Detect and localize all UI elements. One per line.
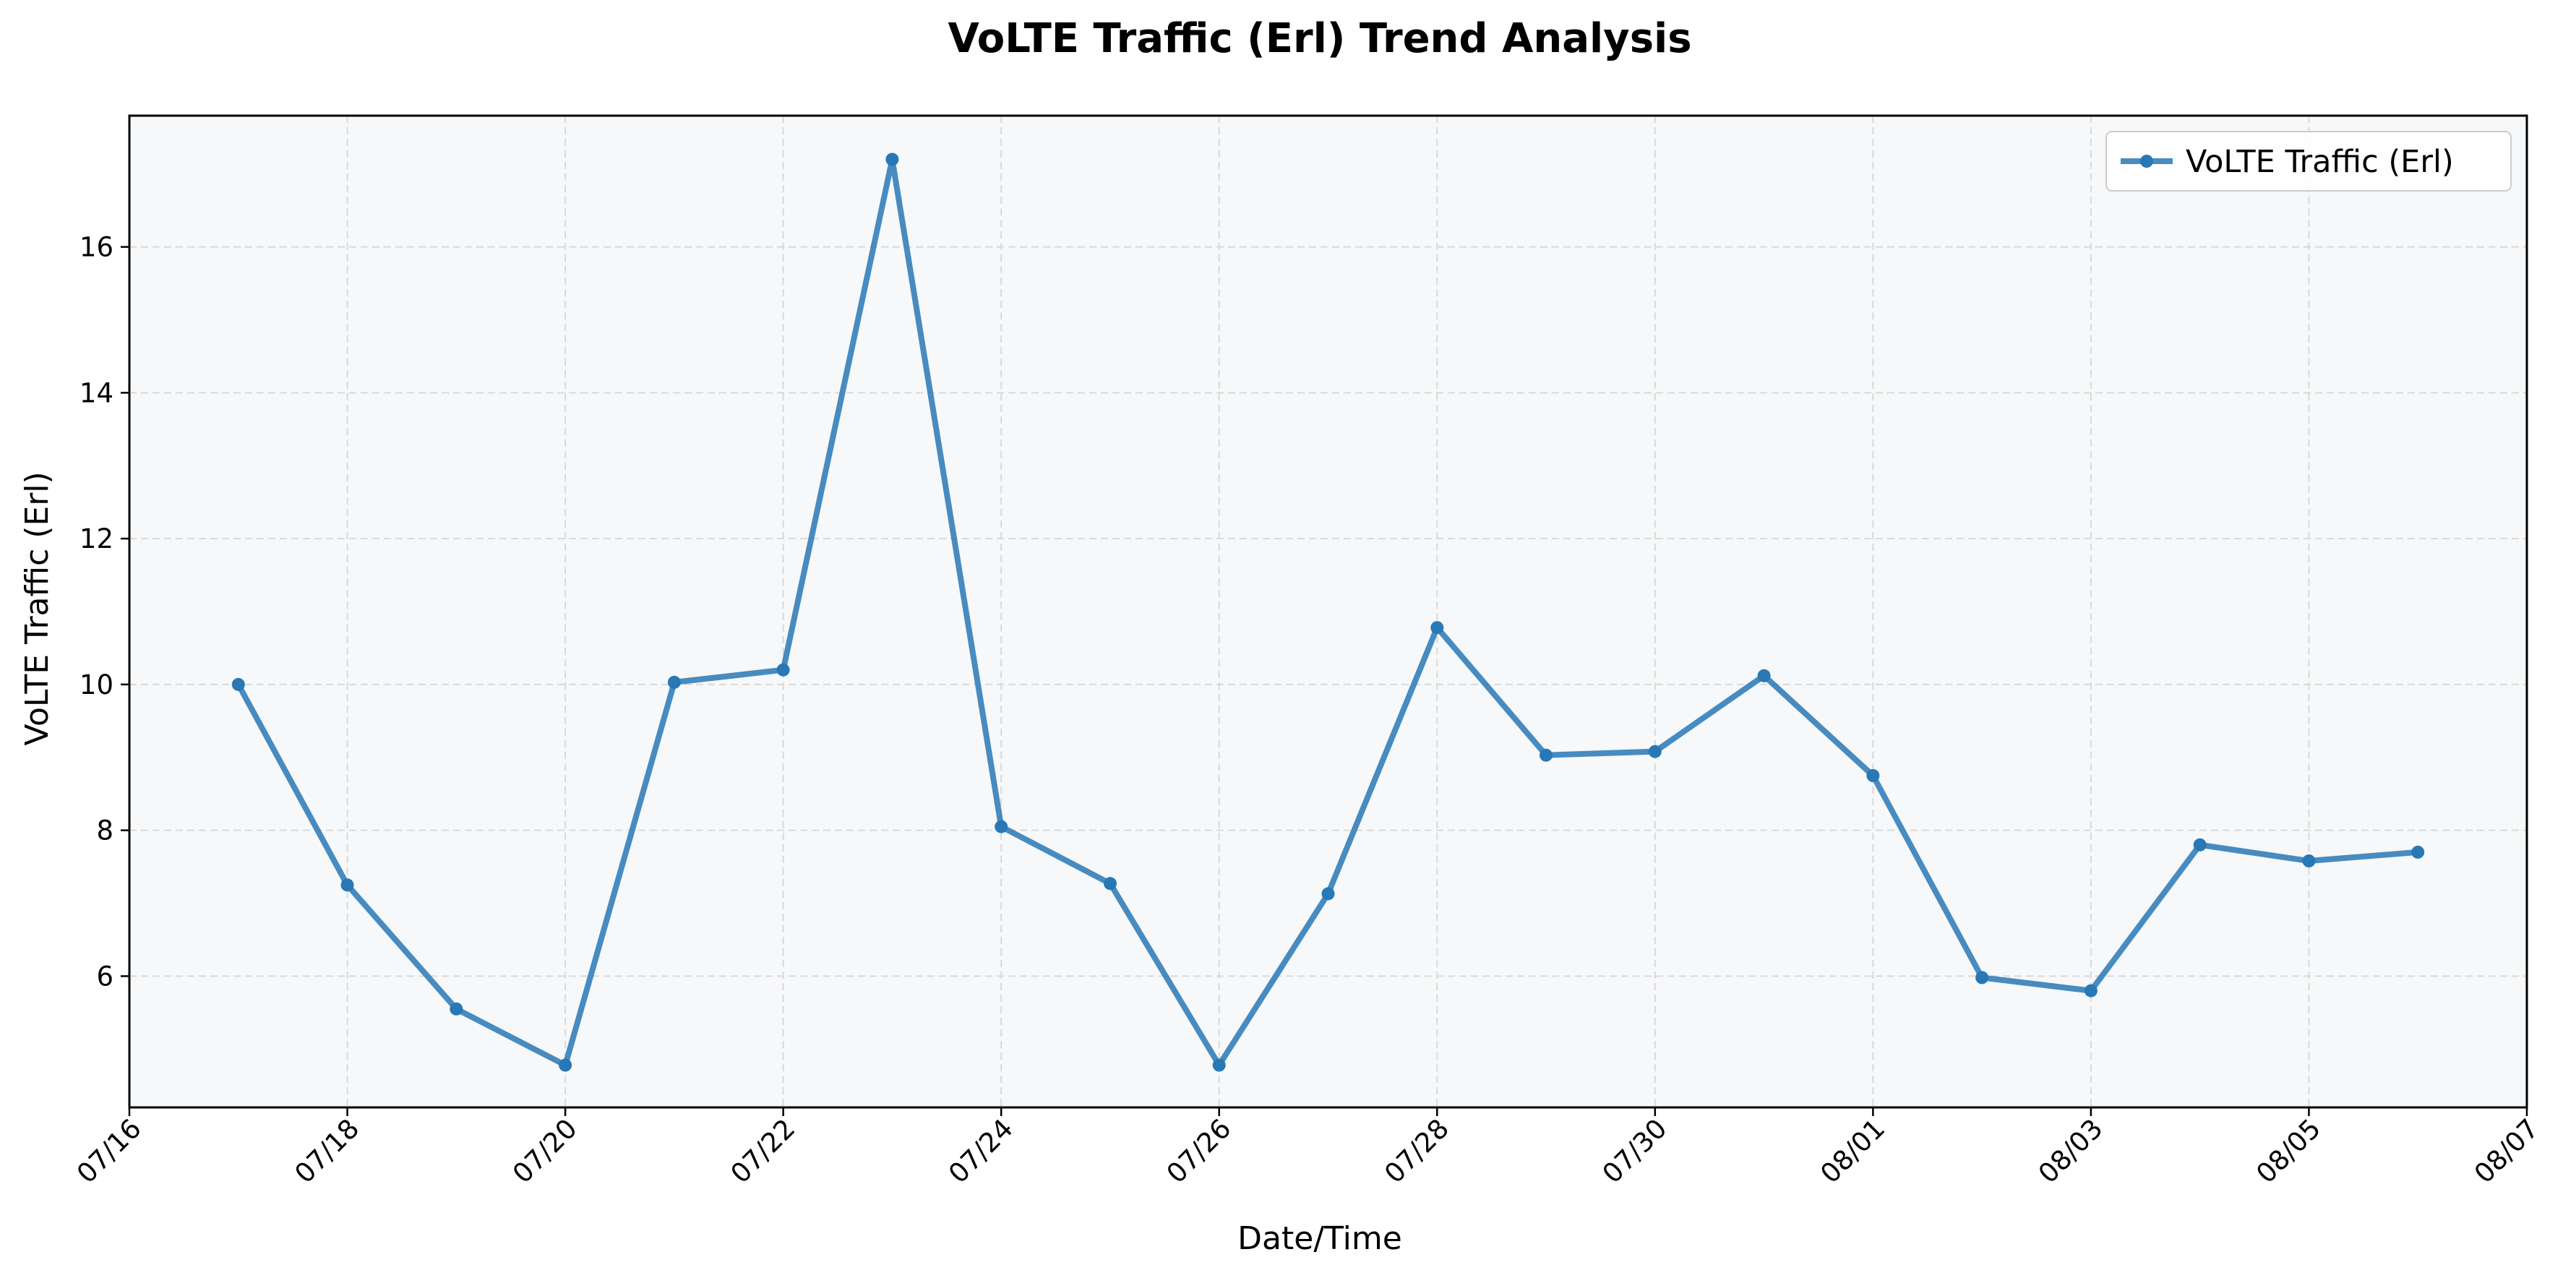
data-point bbox=[231, 677, 245, 691]
data-point bbox=[1648, 745, 1662, 758]
data-point bbox=[776, 663, 790, 677]
x-tick-label: 07/28 bbox=[1378, 1113, 1455, 1190]
y-axis-label: VoLTE Traffic (Erl) bbox=[19, 471, 56, 745]
x-axis-label: Date/Time bbox=[1237, 1220, 1402, 1257]
x-tick-label: 07/18 bbox=[288, 1113, 365, 1190]
grid-lines bbox=[129, 116, 2528, 1107]
x-tick-label: 08/01 bbox=[1814, 1113, 1891, 1190]
x-tick-label: 08/03 bbox=[2032, 1113, 2109, 1190]
data-point bbox=[1212, 1058, 1226, 1072]
legend-label: VoLTE Traffic (Erl) bbox=[2186, 144, 2454, 180]
y-tick-label: 10 bbox=[80, 669, 113, 700]
plot-frame bbox=[128, 114, 2528, 1109]
legend: VoLTE Traffic (Erl) bbox=[2105, 131, 2512, 192]
x-tick-label: 07/16 bbox=[71, 1113, 147, 1190]
x-tick-label: 07/26 bbox=[1161, 1113, 1237, 1190]
data-point bbox=[1104, 877, 1117, 891]
x-tick-label: 07/24 bbox=[943, 1113, 1019, 1190]
chart-title: VoLTE Traffic (Erl) Trend Analysis bbox=[948, 15, 1691, 62]
y-tick-label: 16 bbox=[80, 232, 113, 263]
data-point bbox=[667, 675, 681, 689]
x-tick-label: 07/20 bbox=[507, 1113, 583, 1190]
y-tick-label: 8 bbox=[96, 815, 113, 846]
x-tick-label: 07/22 bbox=[725, 1113, 802, 1190]
data-point bbox=[2084, 984, 2098, 998]
data-point bbox=[1866, 769, 1880, 782]
data-point bbox=[1321, 887, 1335, 901]
data-point bbox=[1975, 971, 1989, 985]
data-point bbox=[1757, 669, 1771, 682]
data-point bbox=[995, 820, 1008, 833]
data-point bbox=[2193, 838, 2207, 852]
data-point bbox=[559, 1058, 572, 1072]
legend-box bbox=[2105, 131, 2512, 192]
y-tick-label: 6 bbox=[96, 961, 113, 992]
x-tick-label: 07/30 bbox=[1597, 1113, 1673, 1190]
data-point bbox=[885, 153, 899, 166]
x-tick-label: 08/07 bbox=[2468, 1113, 2545, 1190]
y-tick-label: 12 bbox=[80, 523, 113, 554]
data-point bbox=[2411, 845, 2425, 859]
data-point bbox=[340, 878, 354, 892]
x-tick-label: 08/05 bbox=[2250, 1113, 2327, 1190]
series-layer bbox=[231, 153, 2425, 1072]
y-tick-label: 14 bbox=[80, 377, 113, 408]
data-point bbox=[1540, 748, 1553, 762]
data-point bbox=[2302, 854, 2316, 867]
legend-marker bbox=[2140, 155, 2153, 168]
plot-area bbox=[129, 116, 2527, 1107]
data-point bbox=[450, 1002, 463, 1016]
data-point bbox=[1430, 621, 1444, 635]
